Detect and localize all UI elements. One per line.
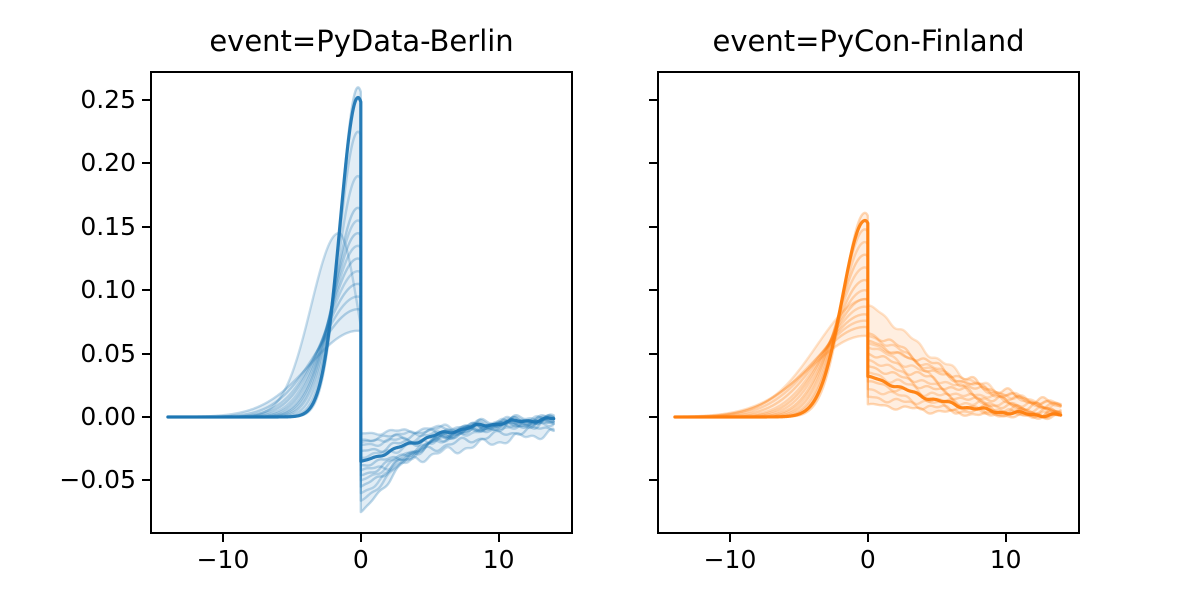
y-tick-label: 0.05 [80,338,136,368]
y-tick-mark [142,479,150,482]
y-tick-label: 0.20 [80,148,136,178]
x-tick-label: 0 [859,545,876,574]
axes-spines [657,71,1080,534]
y-tick-mark [142,289,150,292]
y-tick-mark [142,352,150,355]
effect-curve [673,334,1062,418]
y-tick-mark [142,225,150,228]
x-tick-mark [866,534,869,542]
effect-curve [166,231,555,444]
effect-curve [166,219,555,482]
x-tick-label: 10 [482,545,515,574]
y-tick-label: 0.00 [80,402,136,431]
y-tick-label: 0.15 [80,211,136,241]
effect-curve [673,240,1062,420]
effect-curve [166,95,556,463]
effect-curve [673,266,1062,419]
effect-curve [166,329,555,436]
effect-curve [673,325,1062,419]
effect-curve [673,218,1063,419]
effect-curve [673,289,1062,419]
y-tick-mark [142,416,150,418]
effect-curve [673,228,1062,421]
x-tick-mark [497,534,500,542]
effect-curve [166,231,555,477]
effect-curve [166,206,555,488]
y-tick-mark [142,162,150,165]
y-tick-mark [649,479,657,482]
x-tick-mark [729,534,731,542]
y-tick-label: 0.10 [80,275,136,305]
x-tick-label: −10 [703,545,757,574]
effect-curve [166,269,555,460]
effect-curve [166,308,555,443]
plot-title-left: event=PyData-Berlin [209,24,514,58]
effect-curve [673,297,1062,419]
effect-curve [166,244,555,472]
plot-title-right: event=PyCon-Finland [712,24,1025,58]
x-tick-mark [1004,534,1007,542]
axes-left [150,71,573,534]
y-tick-label: −0.05 [59,465,136,495]
effect-curve [673,278,1062,419]
y-tick-mark [142,99,150,101]
effect-curve [166,295,555,448]
y-tick-mark [649,352,657,355]
effect-curve [166,257,555,467]
y-tick-mark [649,416,657,418]
y-tick-label: 0.25 [80,85,136,114]
effect-curve [166,282,555,453]
effect-curve [673,319,1062,419]
x-tick-label: 10 [989,545,1022,574]
y-tick-mark [649,162,657,165]
effect-curve [166,174,555,495]
x-tick-mark [359,534,362,542]
axes-right [657,71,1080,534]
y-tick-mark [649,289,657,292]
axes-spines [150,71,573,534]
effect-curve [673,297,1062,419]
effect-curve [673,305,1062,419]
effect-curve [166,130,555,502]
x-tick-label: 0 [352,545,369,574]
effect-curve [673,253,1062,419]
y-tick-mark [649,225,657,228]
x-tick-label: −10 [196,545,250,574]
effect-curve [673,313,1062,419]
y-tick-mark [649,99,657,101]
x-tick-mark [222,534,224,542]
